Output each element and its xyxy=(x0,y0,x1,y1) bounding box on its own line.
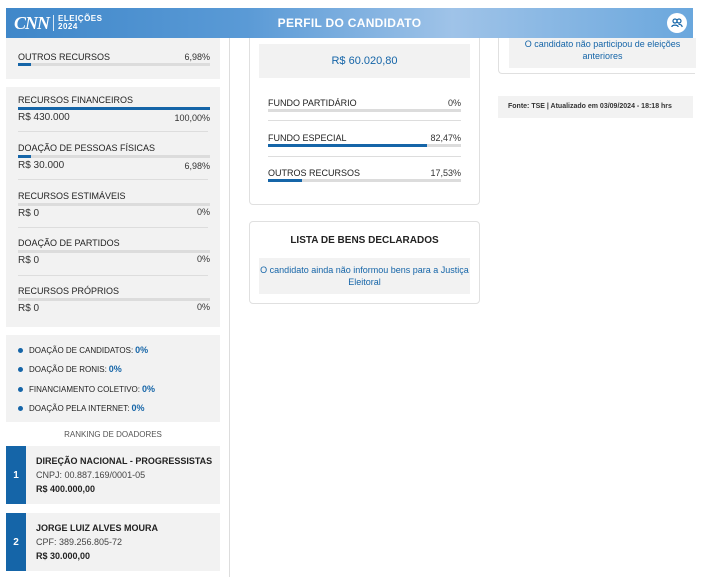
fin-row-pct: 6,98% xyxy=(184,161,210,171)
donor-card[interactable]: 1 DIREÇÃO NACIONAL - PROGRESSISTAS CNPJ:… xyxy=(6,446,220,504)
eleicoes-anteriores-message: O candidato não participou de eleições a… xyxy=(509,38,696,68)
logo-top-text: ELEIÇÕES xyxy=(58,14,103,23)
bullet-icon xyxy=(18,347,23,353)
divider xyxy=(18,179,208,180)
breakdown-label: DOAÇÃO PELA INTERNET: xyxy=(29,403,130,413)
fin-row-value: R$ 430.000 xyxy=(18,112,70,123)
doacoes-breakdown-card: DOAÇÃO DE CANDIDATOS: 0% DOAÇÃO DE RONIS… xyxy=(6,335,220,422)
fundo-row-bar xyxy=(268,144,461,147)
recursos-card: RECURSOS FINANCEIROS R$ 430.000 100,00% … xyxy=(6,87,220,327)
fin-row-pct: 0% xyxy=(196,207,210,217)
bens-card: LISTA DE BENS DECLARADOS O candidato ain… xyxy=(249,221,480,304)
outros-recursos-label: OUTROS RECURSOS xyxy=(18,52,111,62)
fin-row-label: DOAÇÃO DE PARTIDOS xyxy=(18,238,120,248)
ranking-title: RANKING DE DOADORES xyxy=(64,430,162,439)
fin-row-label: RECURSOS FINANCEIROS xyxy=(18,95,134,105)
divider xyxy=(18,275,208,276)
fin-row-value: R$ 0 xyxy=(18,303,40,314)
donor-document: CNPJ: 00.887.169/0001-05 xyxy=(36,470,146,480)
donor-amount: R$ 400.000,00 xyxy=(36,484,96,494)
divider xyxy=(268,120,461,121)
fundo-row-label: OUTROS RECURSOS xyxy=(268,168,361,178)
fin-row-bar xyxy=(18,250,210,253)
fin-row-bar xyxy=(18,155,210,158)
outros-recursos-card: OUTROS RECURSOS 6,98% xyxy=(6,38,220,79)
fundo-row-bar xyxy=(268,109,461,112)
page-title: PERFIL DO CANDIDATO xyxy=(277,16,422,30)
fundo-row-bar-fill xyxy=(268,179,302,182)
fundo-row-pct: 0% xyxy=(447,98,461,108)
outros-recursos-pct: 6,98% xyxy=(184,52,210,62)
divider xyxy=(268,156,461,157)
divider xyxy=(18,131,208,132)
bens-message: O candidato ainda não informou bens para… xyxy=(259,258,470,294)
fin-row-bar xyxy=(18,107,210,110)
breakdown-label: DOAÇÃO DE CANDIDATOS: xyxy=(29,345,134,355)
logo-divider xyxy=(53,15,55,31)
donor-document: CPF: 389.256.805-72 xyxy=(36,537,123,547)
breakdown-item: FINANCIAMENTO COLETIVO: 0% xyxy=(18,384,155,394)
users-icon xyxy=(671,18,683,28)
breakdown-value: 0% xyxy=(135,345,149,355)
eleicoes-anteriores-card: O candidato não participou de eleições a… xyxy=(498,38,696,74)
fin-row-bar xyxy=(18,298,210,301)
breakdown-item: DOAÇÃO PELA INTERNET: 0% xyxy=(18,403,144,413)
fin-row-bar-fill xyxy=(18,155,32,158)
fin-row-label: RECURSOS ESTIMÁVEIS xyxy=(18,191,126,201)
breakdown-label: DOAÇÃO DE RONIS: xyxy=(29,364,107,374)
total-receitas: R$ 60.020,80 xyxy=(259,44,470,78)
user-menu-button[interactable] xyxy=(667,13,687,33)
breakdown-label: FINANCIAMENTO COLETIVO: xyxy=(29,384,140,394)
logo-bottom-text: 2024 xyxy=(58,22,78,31)
outros-recursos-bar xyxy=(18,63,210,66)
source-note: Fonte: TSE | Atualizado em 03/09/2024 - … xyxy=(498,96,693,118)
donor-name: DIREÇÃO NACIONAL - PROGRESSISTAS xyxy=(36,456,213,466)
breakdown-value: 0% xyxy=(108,364,122,374)
fundo-row-bar-fill xyxy=(268,144,428,147)
donor-rank: 1 xyxy=(6,446,26,504)
donor-card[interactable]: 2 JORGE LUIZ ALVES MOURA CPF: 389.256.80… xyxy=(6,513,220,571)
fin-row-label: DOAÇÃO DE PESSOAS FÍSICAS xyxy=(18,143,156,153)
fin-row-value: R$ 0 xyxy=(18,255,40,266)
cnn-logo-text: CNN xyxy=(14,13,50,33)
fin-row-label: RECURSOS PRÓPRIOS xyxy=(18,286,120,296)
column-divider xyxy=(229,38,230,577)
breakdown-value: 0% xyxy=(141,384,155,394)
fin-row-pct: 100,00% xyxy=(174,113,210,123)
breakdown-value: 0% xyxy=(131,403,145,413)
fin-row-bar xyxy=(18,203,210,206)
breakdown-item: DOAÇÃO DE RONIS: 0% xyxy=(18,364,122,374)
donor-name: JORGE LUIZ ALVES MOURA xyxy=(36,523,159,533)
bullet-icon xyxy=(18,405,23,411)
top-bar: CNN ELEIÇÕES 2024 PERFIL DO CANDIDATO xyxy=(6,8,693,38)
bullet-icon xyxy=(18,386,23,392)
fundo-row-pct: 17,53% xyxy=(430,168,461,178)
cnn-eleicoes-logo[interactable]: CNN ELEIÇÕES 2024 xyxy=(14,14,102,32)
bens-title: LISTA DE BENS DECLARADOS xyxy=(290,235,439,246)
bullet-icon xyxy=(18,366,23,372)
fundo-row-pct: 82,47% xyxy=(430,133,461,143)
donor-rank: 2 xyxy=(6,513,26,571)
donor-amount: R$ 30.000,00 xyxy=(36,551,91,561)
divider xyxy=(18,227,208,228)
fundo-row-label: FUNDO PARTIDÁRIO xyxy=(268,98,357,108)
fin-row-pct: 0% xyxy=(196,254,210,264)
fin-row-bar-fill xyxy=(18,107,210,110)
fundo-row-bar xyxy=(268,179,461,182)
fin-row-value: R$ 0 xyxy=(18,208,40,219)
receitas-card: R$ 60.020,80 FUNDO PARTIDÁRIO 0% FUNDO E… xyxy=(249,38,480,205)
breakdown-item: DOAÇÃO DE CANDIDATOS: 0% xyxy=(18,345,148,355)
eleicoes-logo-text: ELEIÇÕES 2024 xyxy=(58,15,102,31)
fin-row-value: R$ 30.000 xyxy=(18,160,65,171)
fundo-row-label: FUNDO ESPECIAL xyxy=(268,133,347,143)
fin-row-pct: 0% xyxy=(196,302,210,312)
outros-recursos-bar-fill xyxy=(18,63,32,66)
